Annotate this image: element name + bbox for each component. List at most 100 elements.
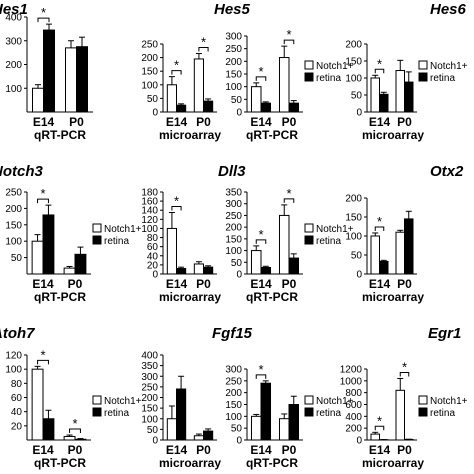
chart-hes6-x-label-e14: E14: [369, 115, 391, 129]
chart-notch3-x-label-p0: P0: [68, 277, 83, 291]
chart-fgf15_micro-y-tick-label: 0: [152, 436, 158, 447]
chart-fgf15_qrt-y-tick-label: 50: [231, 424, 243, 435]
chart-egr1-title: Egr1: [428, 325, 461, 342]
chart-hes6-method-label: microarray: [362, 128, 424, 142]
chart-atoh7-x-label-e14: E14: [32, 443, 54, 457]
chart-dll3_micro-y-tick-label: 0: [152, 270, 158, 281]
chart-hes5_qrt-y-tick-label: 50: [231, 95, 243, 106]
chart-dll3_qrt-method-label: qRT-PCR: [246, 290, 298, 304]
chart-fgf15_qrt-legend-notch1: Notch1+: [316, 396, 354, 407]
chart-hes1-title: Hes1: [0, 1, 28, 18]
chart-notch3-significance-bracket: [37, 198, 49, 204]
chart-egr1-x-label-p0: P0: [397, 443, 412, 457]
chart-dll3_micro-method-label: microarray: [159, 290, 221, 304]
chart-hes1-method-label: qRT-PCR: [34, 128, 86, 142]
chart-fgf15_qrt-legend-swatch-retina: [304, 407, 314, 417]
chart-atoh7-legend-notch1: Notch1+: [104, 396, 142, 407]
chart-fgf15_qrt-bar-notch1-e14: [250, 415, 262, 441]
chart-fgf15_micro-y-tick-label: 300: [141, 372, 158, 383]
chart-dll3_micro-bar-retina-p0: [203, 266, 214, 275]
chart-atoh7-y-tick-label: 120: [5, 351, 22, 362]
chart-hes5_qrt-significance-bracket: [283, 39, 295, 45]
chart-hes6-bar-retina-p0: [404, 81, 414, 113]
chart-fgf15_micro-bar-retina-p0: [203, 430, 214, 441]
chart-atoh7-y-tick-label: 100: [5, 365, 22, 376]
chart-dll3_micro-title: Dll3: [218, 163, 246, 180]
chart-dll3_micro-bar-retina-e14: [176, 268, 187, 275]
chart-dll3_micro-bar-notch1-e14: [166, 227, 178, 275]
chart-otx2-bar-notch1-e14: [370, 235, 380, 275]
chart-egr1-y-tick-label: 400: [345, 412, 362, 423]
chart-hes6-legend-retina: retina: [430, 73, 455, 84]
chart-hes5_micro-title: Hes5: [214, 1, 251, 18]
chart-atoh7-title: Atoh7: [0, 325, 35, 342]
chart-dll3_qrt-x-label-p0: P0: [282, 277, 297, 291]
chart-fgf15_micro-x-label-p0: P0: [196, 443, 211, 457]
chart-fgf15_micro-y-tick-label: 400: [141, 351, 158, 362]
chart-fgf15_micro-y-tick-label: 350: [141, 361, 158, 372]
chart-dll3_qrt-legend-swatch-notch1: [304, 223, 314, 233]
chart-hes5_qrt-y-tick-label: 250: [225, 44, 242, 55]
chart-fgf15_micro-y-tick-label: 200: [141, 393, 158, 404]
chart-otx2-significance-star: *: [377, 214, 382, 229]
chart-hes1-bar-retina-p0: [76, 46, 88, 113]
chart-dll3_qrt-y-tick-label: 300: [225, 199, 242, 210]
chart-egr1-x-label-e14: E14: [369, 443, 391, 457]
chart-hes5_qrt-bar-retina-p0: [288, 102, 300, 113]
chart-dll3_micro-y-tick-label: 100: [141, 224, 158, 235]
chart-hes5_micro-significance-bracket: [198, 47, 209, 52]
chart-hes5_qrt-y-tick-label: 0: [236, 108, 242, 119]
chart-hes1-y-tick-label: 200: [5, 60, 22, 71]
chart-notch3-y-tick-label: 150: [5, 220, 22, 231]
chart-dll3_qrt-significance-bracket: [255, 239, 267, 244]
chart-notch3-bar-notch1-e14: [31, 240, 44, 275]
chart-dll3_micro-y-tick-label: 60: [147, 242, 159, 253]
chart-fgf15_qrt-y-tick-label: 0: [236, 436, 242, 447]
chart-fgf15_qrt-method-label: qRT-PCR: [246, 456, 298, 470]
chart-otx2-y-tick-label: 200: [345, 194, 362, 205]
chart-hes5_micro-y-tick-label: 200: [141, 53, 158, 64]
chart-egr1-significance-star: *: [377, 413, 382, 428]
chart-dll3_micro-x-label-p0: P0: [196, 277, 211, 291]
chart-hes5_qrt-legend-retina: retina: [316, 73, 341, 84]
chart-hes5_qrt-legend-swatch-retina: [304, 72, 314, 82]
chart-fgf15_qrt-x-label-e14: E14: [250, 443, 272, 457]
chart-dll3_micro-bar-notch1-p0: [193, 263, 205, 275]
chart-fgf15_micro-x-label-e14: E14: [166, 443, 188, 457]
chart-hes5_micro-bar-retina-p0: [203, 100, 214, 113]
chart-hes5_qrt-legend-swatch-notch1: [304, 60, 314, 70]
chart-atoh7-y-tick-label: 80: [11, 379, 23, 390]
chart-dll3_micro-significance-star: *: [174, 194, 179, 209]
chart-dll3_qrt-significance-star: *: [286, 186, 291, 201]
chart-fgf15_micro-bar-retina-e14: [176, 388, 187, 441]
chart-fgf15_micro-y-tick-label: 100: [141, 414, 158, 425]
chart-hes5_micro-bar-retina-e14: [176, 104, 187, 113]
chart-hes6-y-tick-label: 200: [345, 40, 362, 51]
chart-dll3_qrt-bar-notch1-e14: [250, 250, 262, 275]
chart-atoh7-bar-notch1-e14: [31, 368, 44, 441]
chart-hes6-x-label-p0: P0: [397, 115, 412, 129]
chart-fgf15_qrt-significance-bracket: [255, 374, 267, 379]
chart-atoh7-significance-star: *: [40, 347, 45, 362]
chart-hes5_micro-significance-star: *: [174, 58, 179, 73]
chart-egr1-legend-swatch-notch1: [418, 395, 428, 405]
chart-fgf15_qrt-bar-retina-p0: [288, 404, 300, 441]
chart-dll3_micro-y-tick-label: 140: [141, 206, 158, 217]
chart-dll3_qrt-y-tick-label: 250: [225, 211, 242, 222]
chart-notch3-legend-notch1: Notch1+: [104, 224, 142, 235]
chart-otx2-y-tick-label: 50: [351, 251, 363, 262]
chart-fgf15_micro-y-tick-label: 50: [147, 425, 159, 436]
chart-hes5_qrt-legend-notch1: Notch1+: [316, 61, 354, 72]
chart-fgf15_qrt-bar-notch1-p0: [278, 418, 290, 441]
chart-otx2-y-tick-label: 0: [356, 270, 362, 281]
chart-egr1-y-tick-label: 800: [345, 388, 362, 399]
chart-dll3_qrt-bar-retina-p0: [288, 257, 300, 275]
chart-hes5_qrt-significance-star: *: [258, 64, 263, 79]
chart-hes1-y-tick-label: 400: [5, 13, 22, 24]
chart-hes6-legend-notch1: Notch1+: [430, 61, 468, 72]
chart-dll3_micro-significance-bracket: [171, 206, 182, 211]
chart-notch3-y-tick-label: 50: [11, 253, 23, 264]
chart-dll3_qrt-y-tick-label: 200: [225, 223, 242, 234]
chart-notch3-bar-retina-p0: [74, 253, 87, 275]
